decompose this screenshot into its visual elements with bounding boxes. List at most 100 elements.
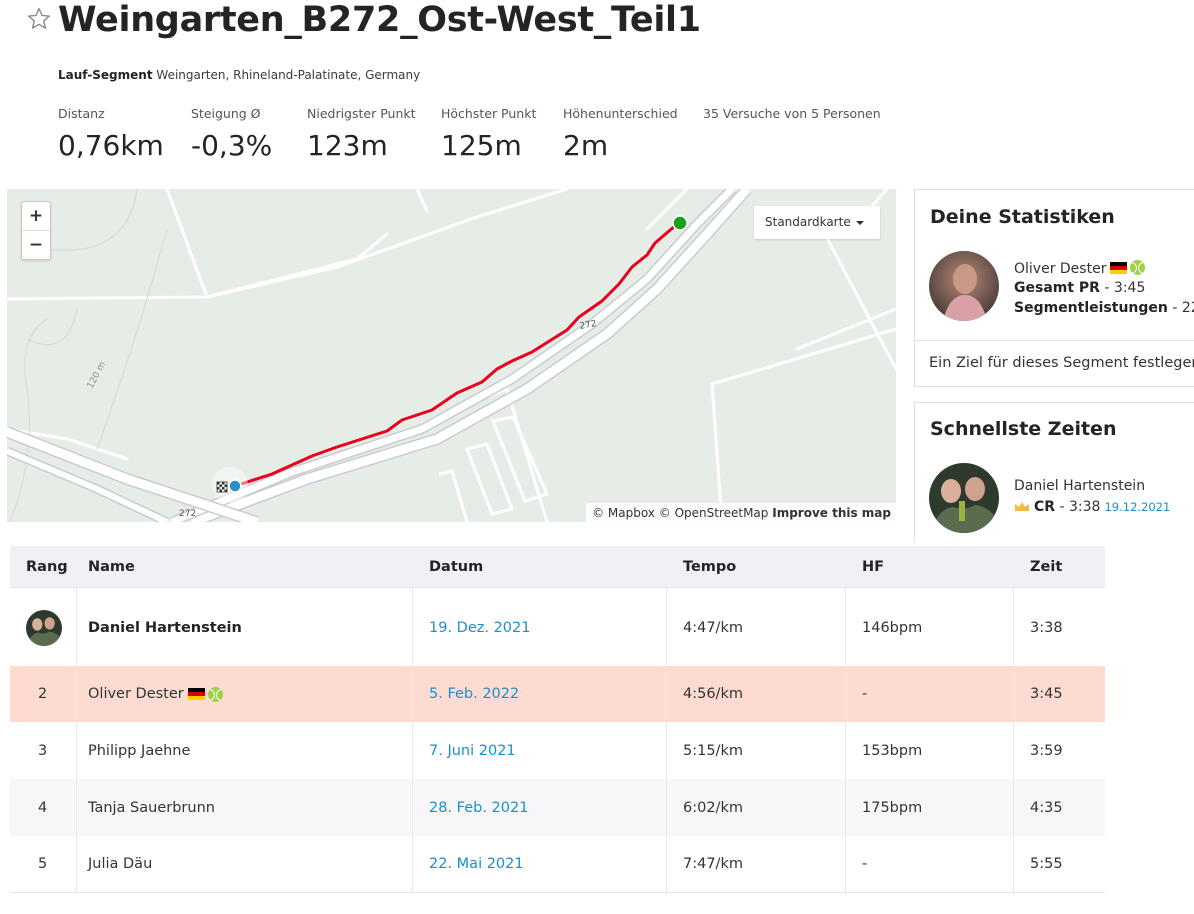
time-cell: 3:38 <box>1030 619 1063 636</box>
pace-cell: 4:47/km <box>667 588 846 667</box>
segment-type: Lauf-Segment <box>58 68 153 82</box>
stat-elevation-difference: Höhenunterschied 2m <box>563 106 678 162</box>
german-flag-icon <box>1110 262 1128 274</box>
column-time: Zeit <box>1030 558 1063 575</box>
athlete-name[interactable]: Oliver Dester <box>88 686 184 702</box>
rank-cell: 2 <box>10 666 77 722</box>
table-row-highlighted[interactable]: 2 Oliver Dester 5. Feb. 2022 4:56/km - 3… <box>10 666 1105 722</box>
stat-value: 123m <box>307 129 388 162</box>
pr-label: Gesamt PR <box>1014 280 1100 296</box>
zoom-in-button[interactable]: + <box>28 206 44 226</box>
hr-cell: - <box>846 666 1014 722</box>
improve-map-link[interactable]: Improve this map <box>772 506 891 520</box>
column-date: Datum <box>429 558 484 575</box>
cr-value: - 3:38 <box>1059 499 1101 515</box>
pr-line: Gesamt PR - 3:45 <box>1014 280 1145 296</box>
cr-holder-name[interactable]: Daniel Hartenstein <box>1014 478 1146 494</box>
stat-distance: Distanz 0,76km <box>58 106 164 162</box>
set-goal-link[interactable]: Ein Ziel für dieses Segment festlegen <box>929 355 1194 371</box>
end-marker-icon <box>228 479 242 493</box>
athlete-name-cell[interactable]: Oliver Dester <box>77 666 413 722</box>
attribution-mapbox-link[interactable]: © Mapbox <box>592 506 655 520</box>
avatar[interactable] <box>929 251 999 321</box>
segment-subtitle: Lauf-Segment Weingarten, Rhineland-Palat… <box>58 68 420 82</box>
rank-cell: 5 <box>10 836 77 892</box>
stat-label: Steigung Ø <box>191 106 261 121</box>
athlete-name-cell[interactable]: Julia Däu <box>77 836 413 892</box>
avatar[interactable] <box>26 609 62 646</box>
map-type-dropdown[interactable]: Standardkarte <box>754 206 880 239</box>
map-type-label: Standardkarte <box>765 215 851 229</box>
fastest-times-title: Schnellste Zeiten <box>930 418 1117 440</box>
attribution-osm-link[interactable]: © OpenStreetMap <box>658 506 769 520</box>
favorite-star-icon[interactable] <box>26 6 52 32</box>
my-stats-title: Deine Statistiken <box>930 206 1115 228</box>
hr-cell: 153bpm <box>846 722 1014 779</box>
avatar[interactable] <box>929 463 999 533</box>
cr-date-link[interactable]: 19.12.2021 <box>1104 500 1171 514</box>
stat-value: 0,76km <box>58 129 164 162</box>
athlete-name-cell[interactable]: Tanja Sauerbrunn <box>77 779 413 836</box>
road-label-272-bottom: 272 <box>179 509 196 519</box>
tennis-ball-icon <box>1130 260 1146 275</box>
stat-value: 2m <box>563 129 609 162</box>
tennis-ball-icon <box>207 686 223 702</box>
contour-label: 120 m <box>86 360 108 390</box>
table-row[interactable]: 3 Philipp Jaehne 7. Juni 2021 5:15/km 15… <box>10 722 1105 779</box>
crown-icon <box>1015 502 1029 511</box>
stat-lowest-point: Niedrigster Punkt 123m <box>307 106 416 162</box>
caret-down-icon <box>856 221 864 225</box>
my-stats-card: Deine Statistiken Oliver Dester Gesamt P… <box>914 189 1194 387</box>
athlete-name[interactable]: Oliver Dester <box>1014 261 1107 277</box>
time-cell: 4:35 <box>1030 799 1063 816</box>
rank-cell: 4 <box>10 779 77 836</box>
segment-map[interactable]: 272 272 120 m + − Standardkarte © Mapbox… <box>7 189 896 522</box>
athlete-name-line: Oliver Dester <box>1014 260 1146 277</box>
date-link[interactable]: 19. Dez. 2021 <box>413 588 667 667</box>
stat-label: Höhenunterschied <box>563 106 678 121</box>
rank-cell: 3 <box>10 722 77 779</box>
hr-cell: 146bpm <box>846 588 1014 667</box>
stat-grade: Steigung Ø -0,3% <box>191 106 272 162</box>
stat-highest-point: Höchster Punkt 125m <box>441 106 536 162</box>
zoom-controls: + − <box>21 201 51 260</box>
pace-cell: 6:02/km <box>667 779 846 836</box>
hr-cell: - <box>846 836 1014 892</box>
fastest-times-card: Schnellste Zeiten Daniel Hartenstein CR … <box>914 402 1194 542</box>
start-marker-icon <box>672 215 688 231</box>
stat-value: -0,3% <box>191 129 273 162</box>
divider <box>915 340 1194 341</box>
pace-cell: 7:47/km <box>667 836 846 892</box>
stat-label: Distanz <box>58 106 105 121</box>
table-row[interactable]: 4 Tanja Sauerbrunn 28. Feb. 2021 6:02/km… <box>10 779 1105 836</box>
stat-attempts: 35 Versuche von 5 Personen <box>703 106 881 121</box>
rank-cell <box>10 588 77 667</box>
date-link[interactable]: 5. Feb. 2022 <box>413 666 667 722</box>
column-pace: Tempo <box>683 558 737 575</box>
finish-flag-icon <box>216 481 228 493</box>
german-flag-icon <box>187 688 205 700</box>
pace-cell: 4:56/km <box>667 666 846 722</box>
table-row[interactable]: 5 Julia Däu 22. Mai 2021 7:47/km - 5:55 <box>10 836 1105 893</box>
pr-value: - 3:45 <box>1104 280 1146 296</box>
athlete-name-cell[interactable]: Daniel Hartenstein <box>77 588 413 667</box>
date-link[interactable]: 7. Juni 2021 <box>413 722 667 779</box>
map-canvas: 272 272 120 m <box>7 189 896 522</box>
date-link[interactable]: 22. Mai 2021 <box>413 836 667 892</box>
map-attribution: © Mapbox © OpenStreetMap Improve this ma… <box>586 503 896 522</box>
efforts-label: Segmentleistungen <box>1014 300 1168 316</box>
pace-cell: 5:15/km <box>667 722 846 779</box>
athlete-name-cell[interactable]: Philipp Jaehne <box>77 722 413 779</box>
date-link[interactable]: 28. Feb. 2021 <box>413 779 667 836</box>
table-row[interactable]: Daniel Hartenstein 19. Dez. 2021 4:47/km… <box>10 587 1105 667</box>
hr-cell: 175bpm <box>846 779 1014 836</box>
efforts-line: Segmentleistungen - 22 <box>1014 300 1194 316</box>
stat-label: 35 Versuche von 5 Personen <box>703 106 881 121</box>
stat-label: Höchster Punkt <box>441 106 537 121</box>
cr-line: CR - 3:38 19.12.2021 <box>1014 499 1170 515</box>
zoom-out-button[interactable]: − <box>22 230 50 259</box>
table-header: Rang Name Datum Tempo HF Zeit <box>10 546 1105 587</box>
segment-route <box>233 224 677 488</box>
stat-value: 125m <box>441 129 522 162</box>
page-title: Weingarten_B272_Ost-West_Teil1 <box>58 0 701 40</box>
